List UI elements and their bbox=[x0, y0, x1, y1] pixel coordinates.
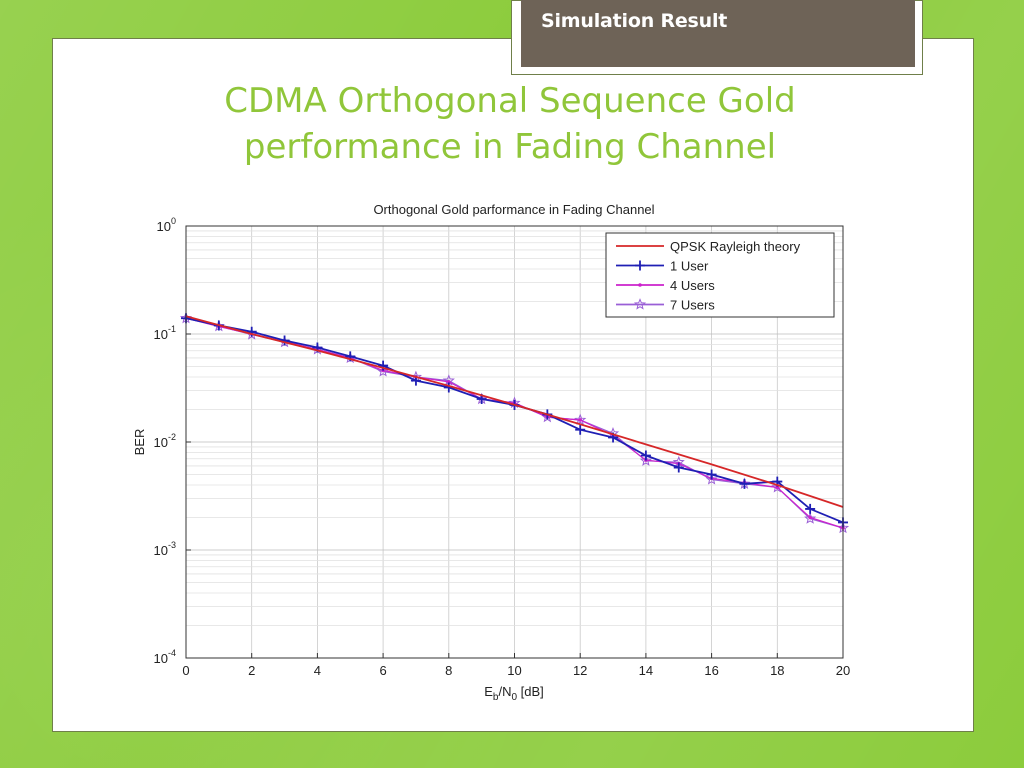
data-point-plus bbox=[673, 462, 684, 473]
data-point-dot bbox=[808, 515, 812, 520]
data-point-plus bbox=[805, 503, 816, 514]
legend-label: 4 Users bbox=[670, 278, 715, 293]
series-line bbox=[185, 315, 844, 508]
y-tick-label: 100 bbox=[157, 216, 176, 234]
series-qpsk-rayleigh-theory bbox=[185, 315, 844, 508]
data-point-star bbox=[633, 298, 647, 310]
x-axis-label: Eb/N0 [dB] bbox=[484, 684, 544, 703]
x-tick-label: 20 bbox=[836, 663, 850, 678]
legend-label: 7 Users bbox=[670, 298, 715, 313]
data-point-star bbox=[376, 365, 390, 377]
header-tab: Simulation Result bbox=[521, 0, 915, 67]
legend: QPSK Rayleigh theory 1 User 4 Users 7 Users bbox=[605, 232, 835, 318]
tab-label: Simulation Result bbox=[541, 10, 728, 32]
x-tick-label: 6 bbox=[379, 663, 386, 678]
data-point-star bbox=[639, 454, 652, 466]
data-point-dot bbox=[578, 418, 582, 422]
y-tick-label: 10-1 bbox=[154, 324, 176, 342]
y-tick-label: 10-4 bbox=[154, 648, 176, 666]
y-tick-label: 10-2 bbox=[154, 432, 176, 450]
series-layer bbox=[179, 311, 850, 534]
slide-title: CDMA Orthogonal Sequence Gold performanc… bbox=[100, 78, 920, 170]
x-tick-label: 18 bbox=[770, 663, 784, 678]
data-point-dot bbox=[638, 283, 642, 287]
y-tick-label: 10-3 bbox=[154, 540, 176, 558]
data-point-star bbox=[574, 413, 587, 426]
data-point-plus bbox=[378, 360, 389, 371]
x-tick-label: 2 bbox=[248, 663, 255, 678]
data-point-plus bbox=[640, 450, 651, 461]
chart-title: Orthogonal Gold parformance in Fading Ch… bbox=[373, 202, 654, 217]
data-point-plus bbox=[575, 424, 586, 435]
legend-label: 1 User bbox=[670, 259, 709, 274]
x-tick-label: 8 bbox=[445, 663, 452, 678]
x-tick-label: 12 bbox=[573, 663, 587, 678]
data-point-plus bbox=[739, 478, 750, 489]
data-point-plus bbox=[635, 260, 645, 271]
x-tick-label: 10 bbox=[507, 663, 521, 678]
slide-title-line1: CDMA Orthogonal Sequence Gold bbox=[224, 81, 796, 121]
slide-title-line2: performance in Fading Channel bbox=[243, 127, 777, 167]
x-tick-label: 16 bbox=[704, 663, 718, 678]
axes-layer: 0 2 4 6 8 10 12 14 16 18 20 100 10-1 10-2 10-3 10-4 bbox=[154, 216, 851, 678]
x-tick-label: 14 bbox=[639, 663, 653, 678]
legend-label: QPSK Rayleigh theory bbox=[670, 239, 801, 254]
y-axis-label: BER bbox=[132, 429, 147, 456]
data-point-plus bbox=[706, 469, 717, 480]
x-tick-label: 4 bbox=[314, 663, 321, 678]
data-point-star bbox=[804, 512, 817, 524]
data-point-star bbox=[705, 473, 718, 485]
x-tick-label: 0 bbox=[182, 663, 189, 678]
data-point-plus bbox=[246, 326, 257, 337]
